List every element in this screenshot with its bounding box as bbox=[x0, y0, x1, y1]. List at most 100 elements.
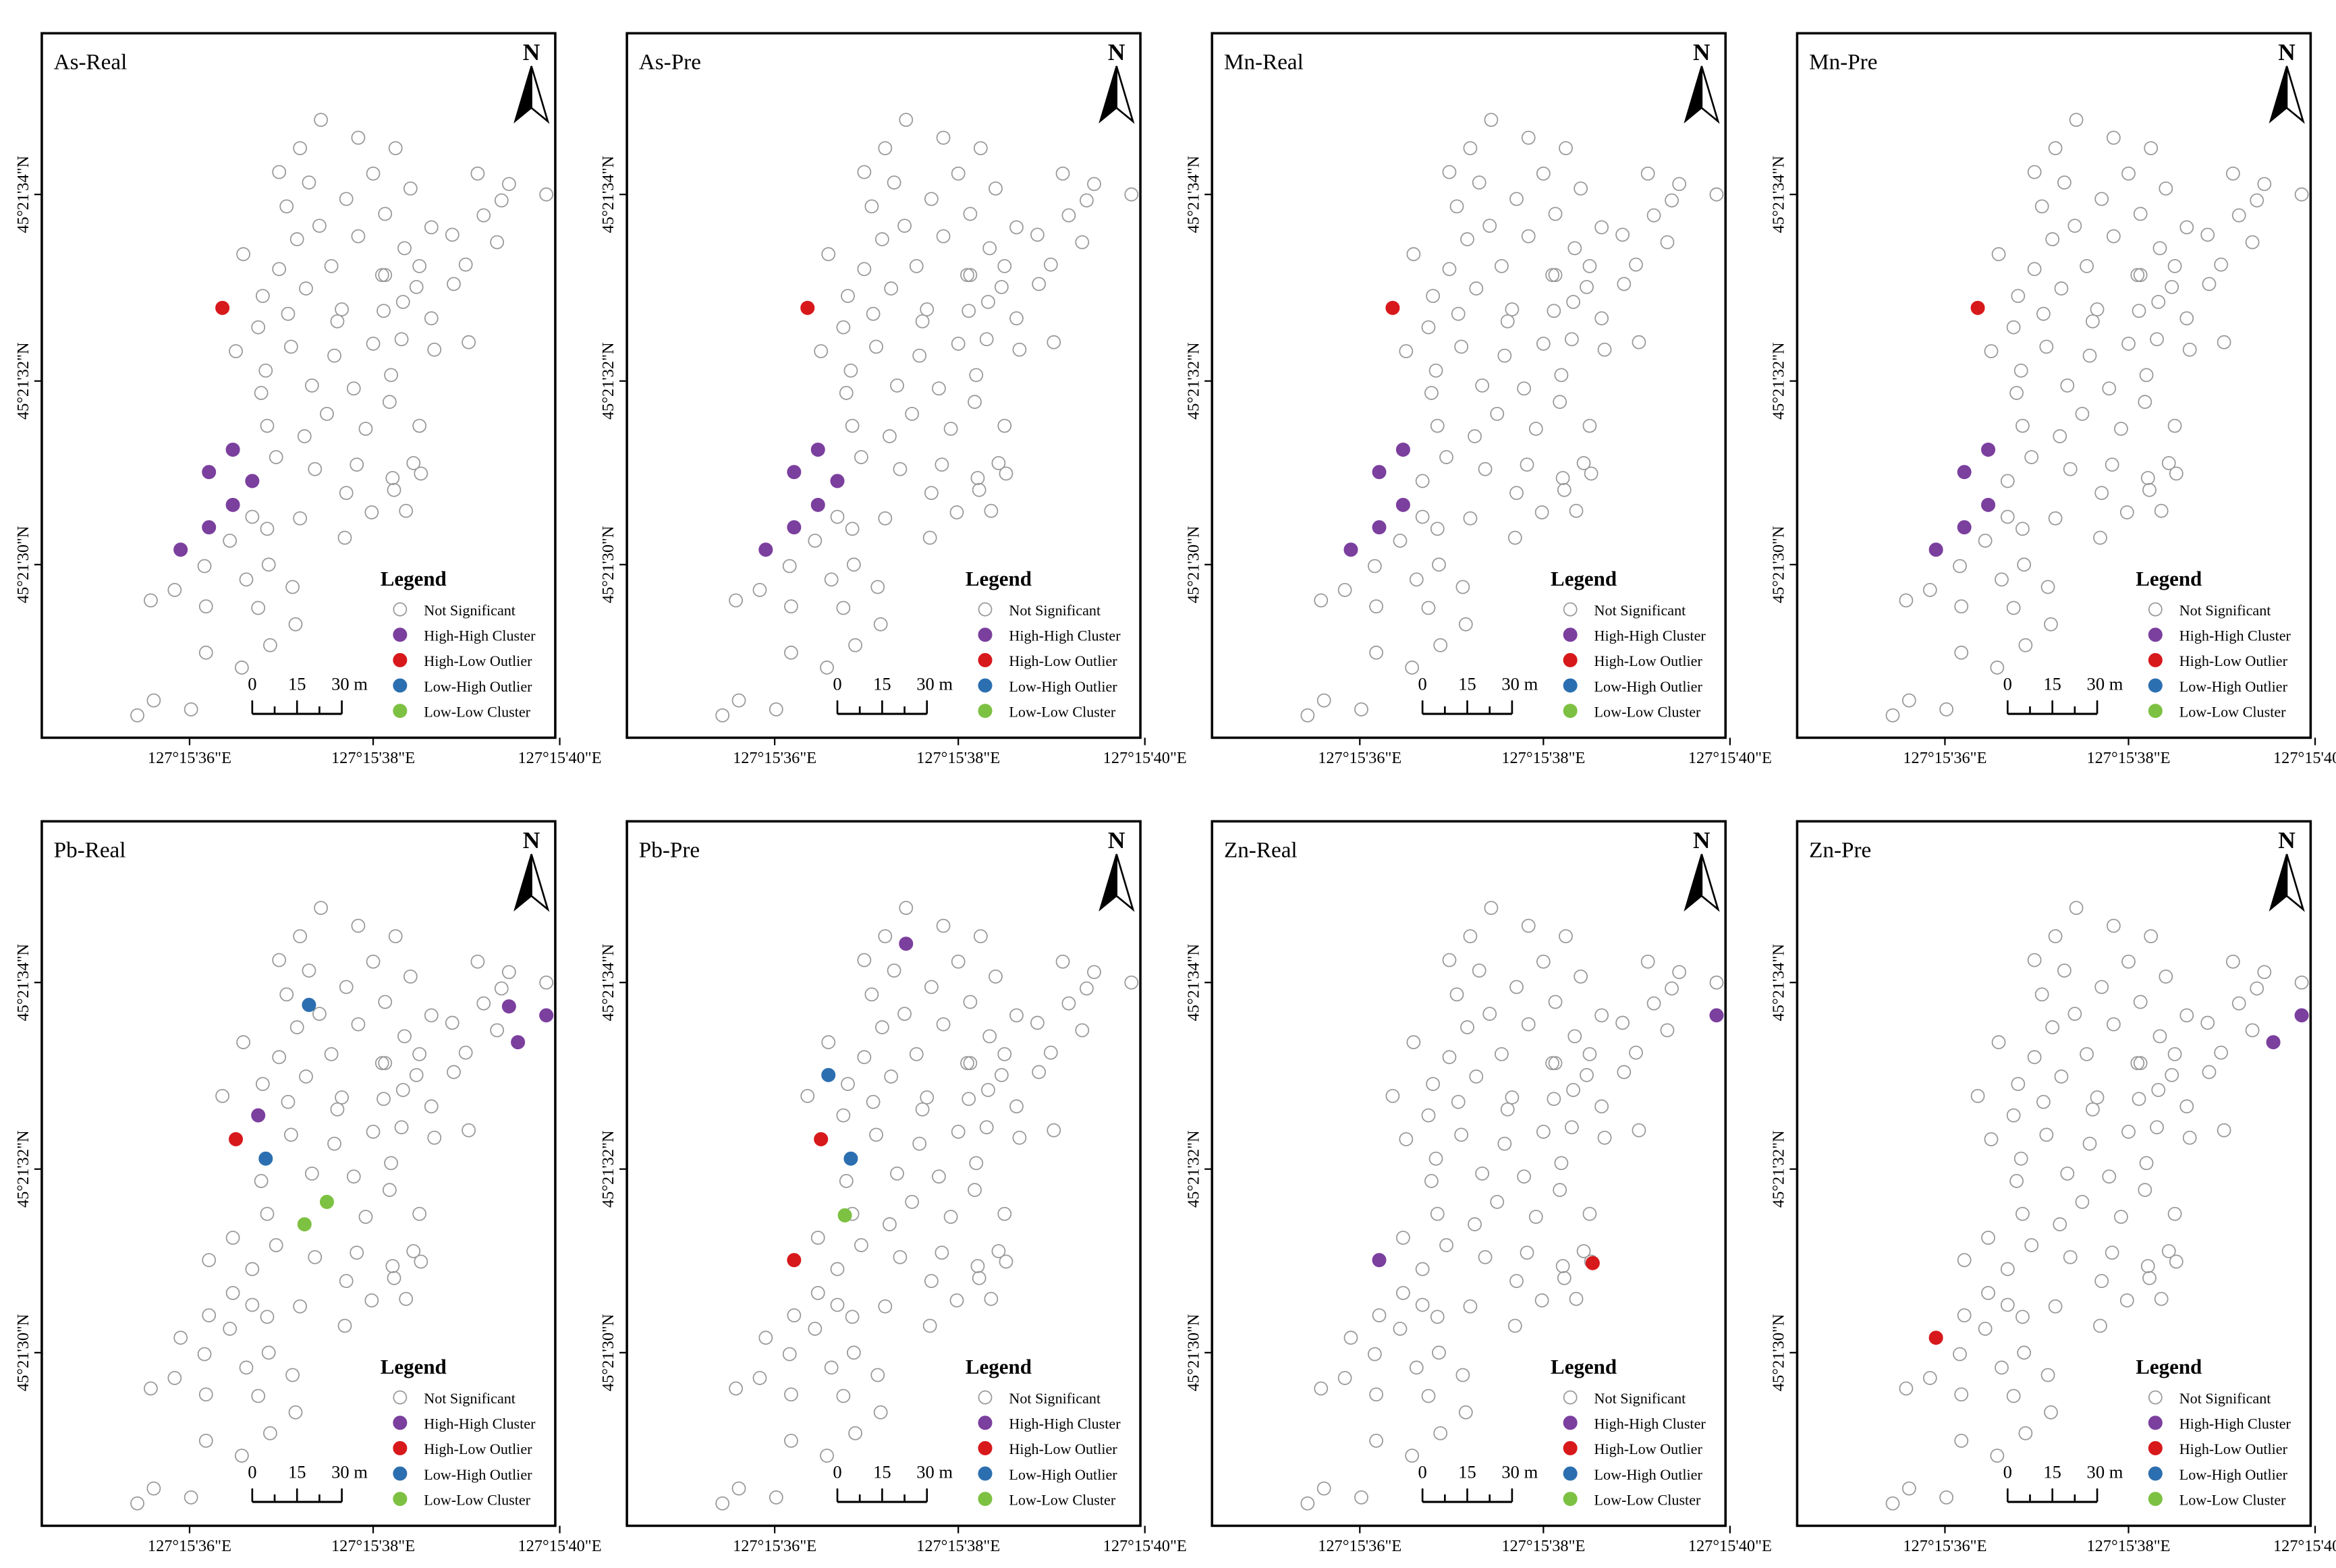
sample-point-not-significant bbox=[2080, 1047, 2094, 1061]
legend-symbol bbox=[978, 704, 993, 719]
sample-point-high-high-cluster bbox=[225, 442, 240, 457]
sample-point-not-significant bbox=[1396, 1231, 1410, 1245]
sample-point-not-significant bbox=[314, 901, 329, 916]
scale-label: 15 bbox=[1458, 674, 1476, 694]
legend-symbol bbox=[2148, 1416, 2163, 1430]
sample-point-not-significant bbox=[198, 599, 213, 614]
scale-label: 15 bbox=[2043, 1462, 2061, 1482]
sample-point-not-significant bbox=[769, 702, 783, 717]
sample-point-not-significant bbox=[1521, 229, 1536, 244]
sample-point-not-significant bbox=[378, 1056, 393, 1071]
sample-point-not-significant bbox=[320, 406, 334, 421]
sample-point-not-significant bbox=[335, 1090, 349, 1104]
sample-point-not-significant bbox=[346, 381, 361, 396]
sample-point-high-high-cluster bbox=[1395, 497, 1410, 512]
sample-point-not-significant bbox=[299, 1069, 313, 1084]
sample-point-not-significant bbox=[2048, 511, 2063, 526]
sample-point-not-significant bbox=[836, 600, 851, 615]
sample-point-not-significant bbox=[1458, 1405, 1473, 1420]
scale-label: 15 bbox=[288, 674, 306, 694]
sample-point-not-significant bbox=[848, 638, 862, 652]
sample-point-not-significant bbox=[2090, 1090, 2105, 1104]
scale-label: 0 bbox=[1418, 674, 1427, 694]
sample-point-not-significant bbox=[830, 1297, 845, 1312]
sample-point-not-significant bbox=[963, 268, 978, 283]
legend-symbol bbox=[2148, 602, 2163, 617]
legend-symbol bbox=[978, 627, 993, 642]
sample-point-not-significant bbox=[1428, 363, 1443, 378]
sample-point-not-significant bbox=[1521, 130, 1536, 145]
sample-point-not-significant bbox=[1449, 987, 1464, 1002]
sample-point-not-significant bbox=[339, 1274, 354, 1289]
sample-point-not-significant bbox=[494, 981, 509, 996]
sample-point-not-significant bbox=[251, 600, 266, 615]
sample-point-not-significant bbox=[1520, 1245, 1534, 1260]
legend-item-label: High-Low Outlier bbox=[1009, 652, 1117, 669]
sample-point-not-significant bbox=[1509, 486, 1524, 501]
x-tick-label: 127°15'36"E bbox=[1903, 1537, 1986, 1555]
sample-point-not-significant bbox=[1576, 1244, 1591, 1258]
sample-point-not-significant bbox=[884, 1069, 899, 1084]
sample-point-not-significant bbox=[234, 661, 249, 675]
sample-point-not-significant bbox=[1509, 192, 1524, 206]
sample-point-not-significant bbox=[293, 511, 308, 526]
sample-point-not-significant bbox=[406, 1244, 421, 1258]
sample-point-not-significant bbox=[293, 929, 308, 944]
sample-point-not-significant bbox=[2150, 332, 2164, 347]
sample-point-not-significant bbox=[1430, 1310, 1445, 1324]
sample-point-not-significant bbox=[2161, 1244, 2176, 1258]
sample-point-not-significant bbox=[979, 1120, 994, 1135]
sample-point-not-significant bbox=[943, 1210, 958, 1224]
sample-point-not-significant bbox=[981, 295, 995, 309]
legend-item-label: Low-High Outlier bbox=[1594, 1466, 1703, 1483]
sample-point-not-significant bbox=[984, 1291, 999, 1306]
sample-point-not-significant bbox=[857, 953, 872, 968]
sample-point-not-significant bbox=[197, 1347, 212, 1362]
sample-point-not-significant bbox=[1597, 342, 1612, 357]
sample-point-not-significant bbox=[327, 348, 341, 363]
y-tick-label: 45°21'30"N bbox=[1770, 1314, 1788, 1391]
sample-point-not-significant bbox=[1032, 1065, 1047, 1080]
sample-point-not-significant bbox=[335, 302, 349, 316]
sample-point-not-significant bbox=[1584, 466, 1598, 481]
sample-point-not-significant bbox=[382, 395, 397, 410]
sample-point-not-significant bbox=[1507, 530, 1522, 545]
x-tick-label: 127°15'40"E bbox=[2273, 749, 2336, 767]
sample-point-not-significant bbox=[912, 1136, 927, 1151]
sample-point-not-significant bbox=[424, 1008, 439, 1023]
sample-point-not-significant bbox=[2015, 1310, 2030, 1324]
sample-point-not-significant bbox=[752, 583, 767, 597]
sample-point-not-significant bbox=[263, 1426, 277, 1440]
sample-point-not-significant bbox=[337, 1318, 352, 1333]
sample-point-not-significant bbox=[1405, 661, 1420, 675]
sample-point-not-significant bbox=[924, 192, 939, 206]
sample-point-not-significant bbox=[897, 219, 912, 233]
sample-point-not-significant bbox=[2169, 1254, 2184, 1269]
sample-point-not-significant bbox=[2152, 241, 2167, 256]
sample-point-not-significant bbox=[2075, 1195, 2090, 1209]
sample-point-not-significant bbox=[1500, 1102, 1515, 1117]
sample-point-high-high-cluster bbox=[899, 936, 914, 951]
legend-item-label: High-High Cluster bbox=[1594, 627, 1706, 644]
x-tick-label: 127°15'38"E bbox=[916, 1537, 1000, 1555]
sample-point-not-significant bbox=[1415, 474, 1430, 488]
map-frame bbox=[40, 820, 557, 1528]
legend-item-label: Not Significant bbox=[1594, 1390, 1687, 1407]
sample-point-not-significant bbox=[973, 929, 988, 944]
sample-point-high-low-outlier bbox=[1928, 1331, 1943, 1345]
sample-point-not-significant bbox=[1475, 1166, 1490, 1181]
sample-point-high-low-outlier bbox=[787, 1253, 802, 1268]
x-tick-label: 127°15'36"E bbox=[148, 1537, 231, 1555]
sample-point-not-significant bbox=[1469, 1069, 1484, 1084]
legend-symbol bbox=[2148, 678, 2163, 693]
sample-point-not-significant bbox=[263, 638, 277, 652]
sample-point-not-significant bbox=[1497, 348, 1512, 363]
sample-point-not-significant bbox=[1521, 1017, 1536, 1032]
legend-item-label: High-Low Outlier bbox=[424, 1440, 532, 1457]
sample-point-not-significant bbox=[302, 175, 316, 190]
sample-point-not-significant bbox=[932, 381, 946, 396]
sample-point-not-significant bbox=[845, 1310, 860, 1324]
sample-point-not-significant bbox=[1580, 1067, 1594, 1082]
sample-point-not-significant bbox=[1316, 1481, 1331, 1496]
legend-item-label: High-High Cluster bbox=[1009, 627, 1121, 644]
